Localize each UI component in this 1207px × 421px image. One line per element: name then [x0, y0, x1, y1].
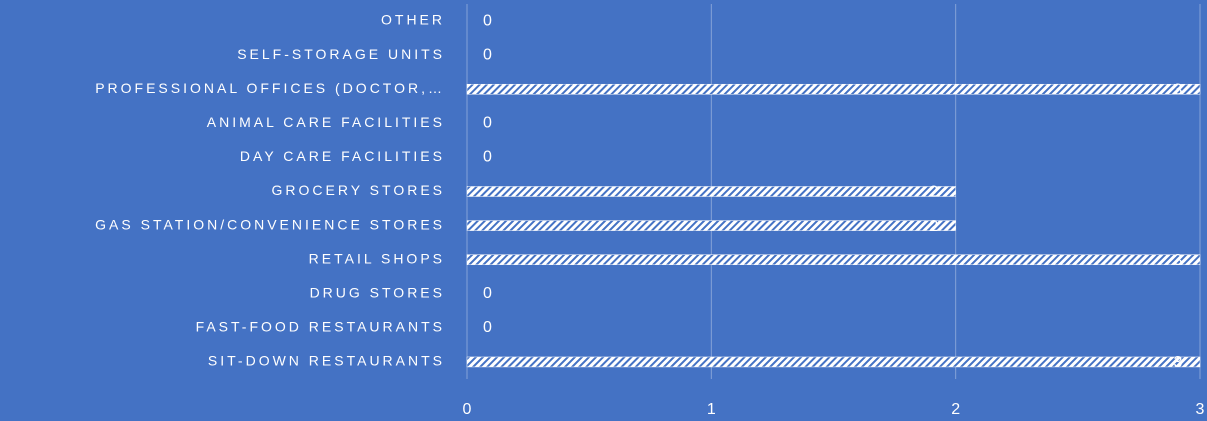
bar — [466, 220, 956, 231]
y-tick-label: PROFESSIONAL OFFICES (DOCTOR,… — [95, 80, 445, 96]
y-tick-label: GROCERY STORES — [272, 182, 445, 198]
data-label: 0 — [483, 319, 492, 336]
data-label: 2 — [929, 184, 938, 201]
bar — [466, 356, 1201, 368]
y-tick-label: DAY CARE FACILITIES — [240, 148, 445, 164]
y-tick-label: GAS STATION/CONVENIENCE STORES — [95, 216, 445, 232]
y-tick-label: DRUG STORES — [310, 284, 445, 300]
data-label: 0 — [483, 115, 492, 132]
data-label: 0 — [483, 46, 492, 63]
x-tick-label: 3 — [1196, 401, 1205, 418]
y-tick-label: SIT-DOWN RESTAURANTS — [208, 353, 445, 369]
y-tick-label: FAST-FOOD RESTAURANTS — [196, 319, 445, 335]
data-label: 0 — [483, 285, 492, 302]
bar — [466, 254, 1201, 265]
x-tick-label: 1 — [707, 401, 716, 418]
bar — [466, 83, 1201, 95]
y-tick-label: SELF-STORAGE UNITS — [237, 46, 445, 62]
data-label: 2 — [929, 218, 938, 235]
data-label: 3 — [1174, 81, 1183, 98]
data-label: 3 — [1174, 354, 1183, 371]
y-tick-label: OTHER — [381, 12, 445, 28]
data-label: 3 — [1174, 252, 1183, 269]
data-label: 0 — [483, 12, 492, 29]
y-tick-label: ANIMAL CARE FACILITIES — [207, 114, 445, 130]
bar — [466, 186, 956, 197]
y-tick-label: RETAIL SHOPS — [309, 250, 445, 266]
x-tick-label: 2 — [951, 401, 960, 418]
data-label: 0 — [483, 149, 492, 166]
x-tick-label: 0 — [463, 401, 472, 418]
